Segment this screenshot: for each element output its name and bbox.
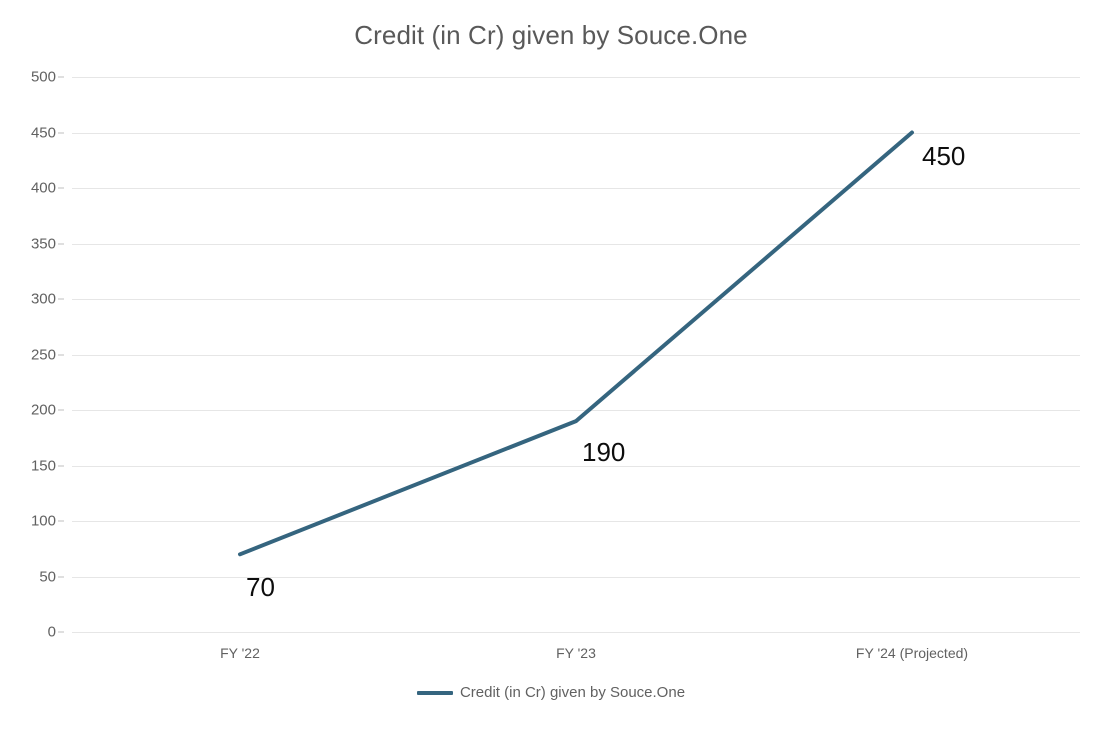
y-axis-label: 100: [30, 512, 56, 530]
y-axis-label: 0: [47, 623, 56, 641]
y-axis-label: 450: [30, 124, 56, 141]
y-axis-tick: [58, 132, 64, 133]
x-axis-label: FY '24 (Projected): [855, 645, 969, 661]
data-point-label: 190: [582, 437, 626, 468]
x-axis-label: FY '22: [220, 645, 260, 661]
gridline: [72, 521, 1080, 522]
plot-area: 70 190 450: [72, 77, 1080, 633]
y-axis-tick: [58, 631, 64, 633]
data-point-label: 450: [922, 140, 966, 171]
gridline: [72, 243, 1080, 245]
y-axis-label: 200: [30, 401, 56, 419]
x-axis-label: FY '23: [556, 645, 596, 661]
y-axis-label: 400: [30, 179, 56, 197]
y-axis-label: 350: [30, 235, 56, 252]
gridline: [72, 299, 1080, 300]
gridline: [72, 410, 1080, 411]
gridline: [72, 632, 1080, 633]
gridline: [72, 77, 1080, 78]
chart-title: Credit (in Cr) given by Souce.One: [354, 20, 748, 50]
gridline: [72, 132, 1080, 134]
y-axis-label: 250: [30, 346, 56, 363]
legend-color-swatch: [416, 690, 453, 695]
series-line-credit: [238, 130, 914, 557]
y-axis-tick: [58, 354, 64, 355]
y-axis-label: 300: [30, 290, 56, 308]
y-axis-label: 150: [30, 457, 56, 474]
y-axis-label: 500: [30, 68, 56, 86]
y-axis: 0 50 100 150 200 250 300 350 400 450 500: [0, 69, 56, 641]
y-axis-tick: [58, 520, 64, 522]
gridline: [72, 188, 1080, 189]
y-axis-tick: [58, 76, 64, 78]
y-axis-tick: [58, 187, 64, 189]
y-axis-tick: [58, 243, 64, 244]
data-point-label: 70: [246, 572, 275, 603]
x-axis: FY '22 FY '23 FY '24 (Projected): [72, 645, 1080, 669]
gridline: [72, 354, 1080, 356]
legend-label: Credit (in Cr) given by Souce.One: [459, 684, 686, 701]
y-axis-tick: [58, 409, 64, 411]
y-axis-tick: [58, 298, 64, 300]
y-axis-tick: [58, 576, 64, 577]
chart-legend: Credit (in Cr) given by Souce.One: [0, 684, 1102, 701]
gridline: [72, 465, 1080, 467]
gridline: [72, 576, 1080, 578]
y-axis-tick: [58, 465, 64, 466]
y-axis-tick-marks: [0, 76, 72, 633]
series-polyline: [238, 130, 914, 557]
y-axis-label: 50: [39, 568, 56, 585]
